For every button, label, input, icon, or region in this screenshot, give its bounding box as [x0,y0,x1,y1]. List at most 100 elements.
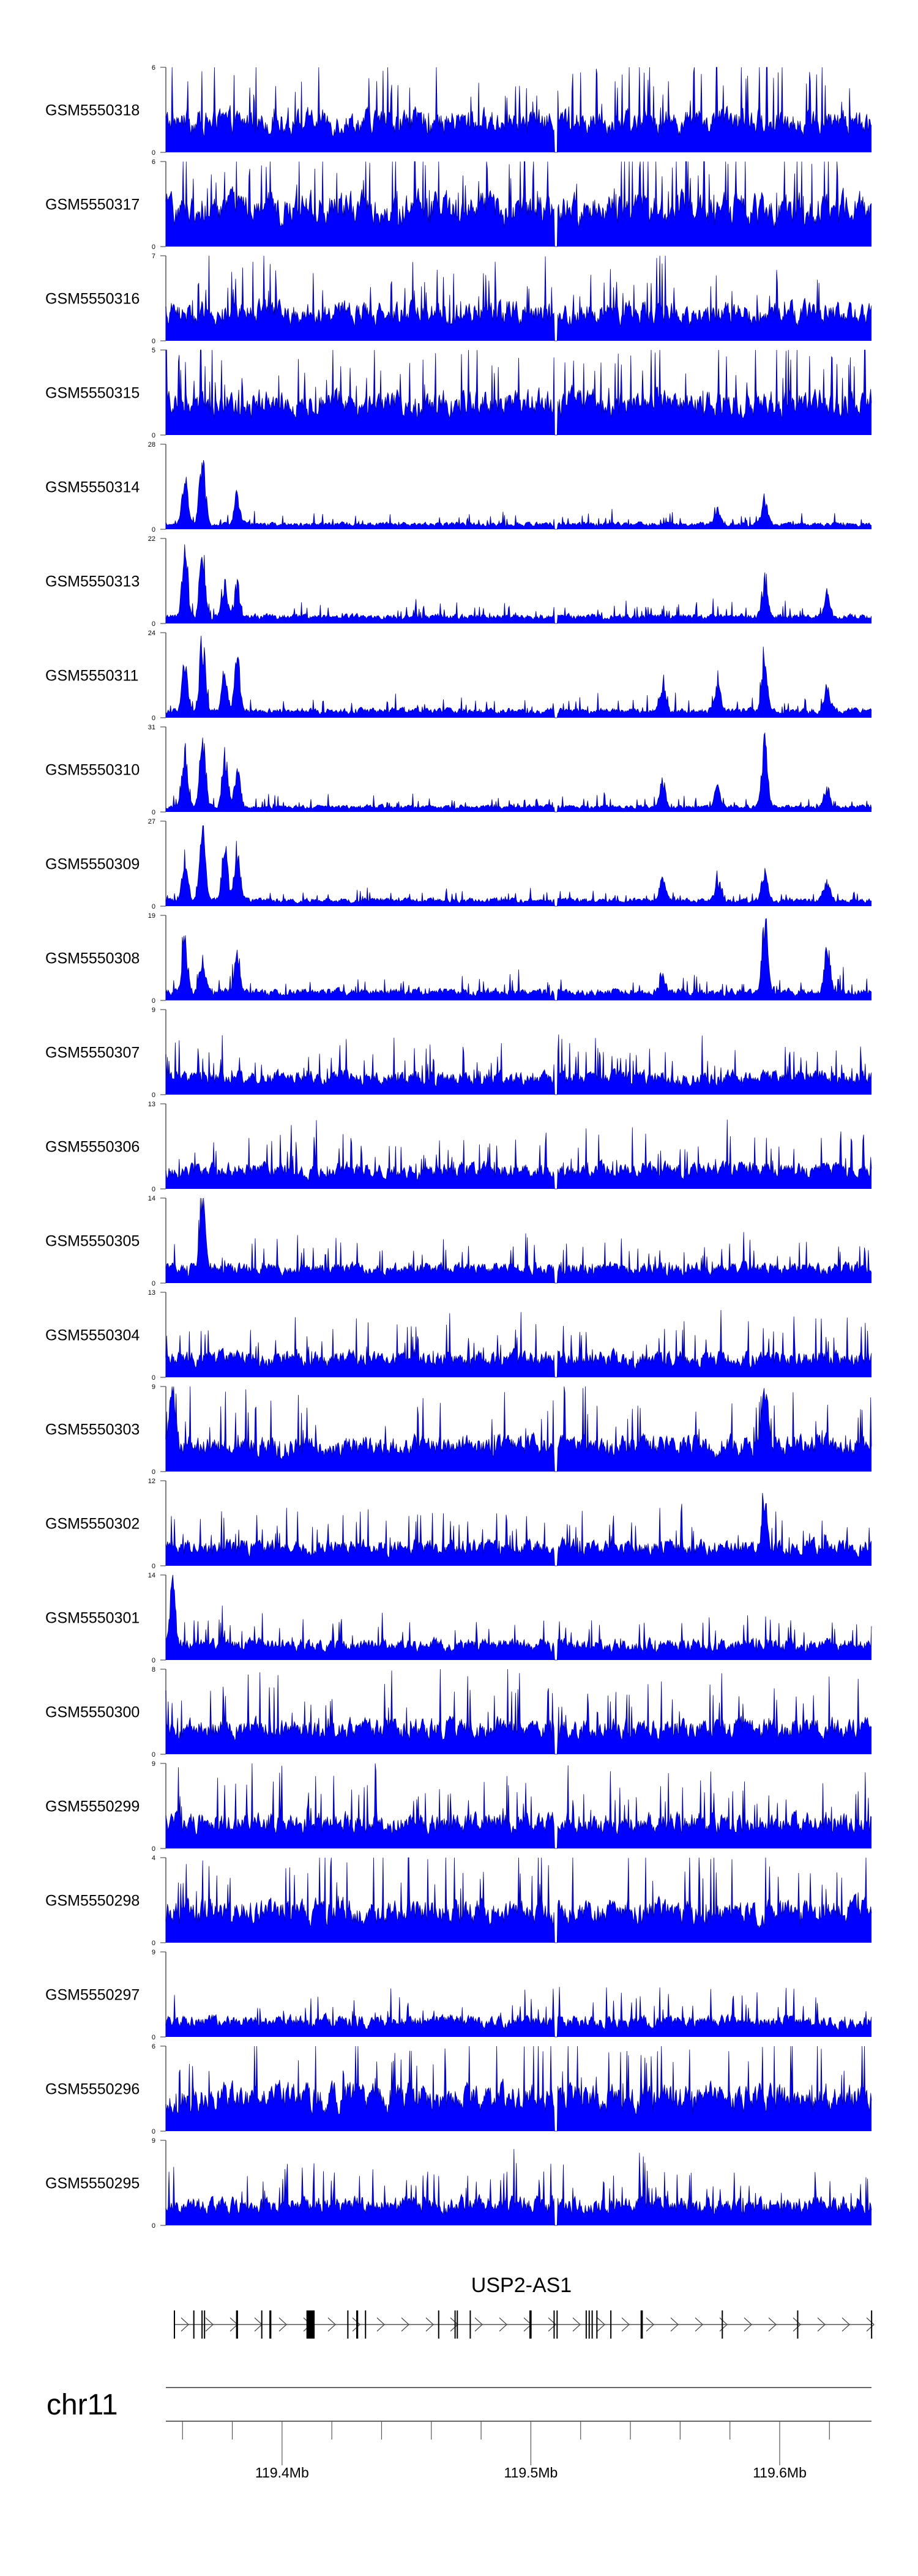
y-tick-label-max: 13 [148,1289,155,1297]
strand-arrow-icon [548,2317,556,2332]
coverage-line [165,636,872,718]
exon [204,2310,206,2339]
coverage-line [165,544,872,624]
y-tick-label-max: 8 [152,1666,155,1673]
y-tick-label-max: 9 [152,1760,155,1768]
track-GSM5550298: GSM5550298 4 0 [45,1855,872,1947]
track-GSM5550301: GSM5550301 14 0 [45,1572,872,1664]
y-tick-label-min: 0 [152,1657,155,1664]
strand-arrow-icon [376,2317,385,2332]
track-label: GSM5550316 [45,291,140,308]
strand-arrow-icon [695,2317,703,2332]
y-tick-label-min: 0 [152,432,155,439]
y-tick-label-min: 0 [152,903,155,910]
track-GSM5550317: GSM5550317 6 0 [45,158,872,251]
coverage-area [166,1492,871,1566]
gene-name-label: USP2-AS1 [471,2274,572,2297]
exon [261,2310,263,2339]
strand-arrow-icon [352,2317,360,2332]
y-tick-label-max: 19 [148,912,155,920]
coverage-area [166,544,871,624]
exon [556,2310,558,2339]
track-GSM5550310: GSM5550310 31 0 [45,724,872,816]
coverage-line [165,1034,872,1095]
coverage-line [165,460,872,530]
exon [591,2310,593,2339]
track-GSM5550297: GSM5550297 9 0 [45,1949,872,2041]
strand-arrow-icon [597,2317,605,2332]
strand-arrow-icon [278,2317,287,2332]
track-GSM5550303: GSM5550303 9 0 [45,1383,872,1476]
strand-arrow-icon [205,2317,214,2332]
y-tick-label-min: 0 [152,1092,155,1099]
track-label: GSM5550305 [45,1233,140,1250]
track-GSM5550313: GSM5550313 22 0 [45,535,872,628]
strand-arrow-icon [670,2317,679,2332]
y-tick-label-max: 24 [148,630,155,637]
coverage-line [165,1987,872,2038]
track-label: GSM5550296 [45,2081,140,2098]
track-label: GSM5550311 [45,668,138,685]
y-tick-label-min: 0 [152,620,155,628]
coverage-line [165,1309,872,1378]
track-GSM5550295: GSM5550295 9 0 [45,2137,872,2230]
track-label: GSM5550310 [45,762,140,779]
coverage-area [166,1575,871,1660]
strand-arrow-icon [327,2317,336,2332]
track-GSM5550305: GSM5550305 14 0 [45,1195,872,1287]
exon [365,2310,367,2339]
track-GSM5550300: GSM5550300 8 0 [45,1666,872,1759]
track-label: GSM5550295 [45,2175,140,2192]
track-label: GSM5550302 [45,1516,140,1533]
y-tick-label-max: 7 [152,253,155,260]
exon [722,2310,723,2339]
y-tick-label-max: 6 [152,64,155,72]
strand-arrow-icon [499,2317,507,2332]
track-label: GSM5550317 [45,196,140,214]
track-label: GSM5550303 [45,1421,140,1439]
y-tick-label-max: 28 [148,441,155,449]
exon [306,2310,315,2339]
coverage-line [165,1119,872,1189]
gene-track: USP2-AS1 [174,2274,875,2339]
exon [596,2310,598,2339]
y-tick-label-max: 9 [152,1007,155,1014]
track-label: GSM5550306 [45,1139,140,1156]
strand-arrow-icon [621,2317,630,2332]
coverage-line [165,1763,872,1849]
coverage-area [166,460,871,529]
track-GSM5550308: GSM5550308 19 0 [45,912,872,1005]
coverage-line [165,161,872,247]
coverage-area [166,1119,871,1189]
coverage-area [166,1198,871,1283]
coverage-area [166,350,871,435]
coverage-line [165,1197,872,1284]
y-tick-label-max: 5 [152,347,155,354]
y-tick-label-max: 31 [148,724,155,731]
exon [610,2310,612,2339]
y-tick-label-min: 0 [152,1845,155,1853]
strand-arrow-icon [401,2317,409,2332]
track-GSM5550315: GSM5550315 5 0 [45,347,872,439]
coverage-area [166,162,871,247]
exon [553,2310,555,2339]
exon [347,2310,349,2339]
coverage-area [166,825,871,906]
coverage-line [165,1857,872,1943]
exon [871,2310,873,2339]
y-tick-label-min: 0 [152,2128,155,2135]
y-tick-label-max: 14 [148,1195,155,1202]
y-tick-label-min: 0 [152,1374,155,1382]
coverage-area [166,636,871,718]
coverage-area [166,1669,871,1754]
coverage-line [165,1669,872,1755]
track-GSM5550302: GSM5550302 12 0 [45,1478,872,1570]
track-GSM5550306: GSM5550306 13 0 [45,1101,872,1193]
y-tick-label-max: 27 [148,818,155,825]
coverage-area [166,256,871,341]
strand-arrow-icon [425,2317,434,2332]
exon [529,2310,532,2339]
y-tick-label-min: 0 [152,997,155,1005]
y-tick-label-max: 6 [152,158,155,166]
y-tick-label-min: 0 [152,149,155,157]
